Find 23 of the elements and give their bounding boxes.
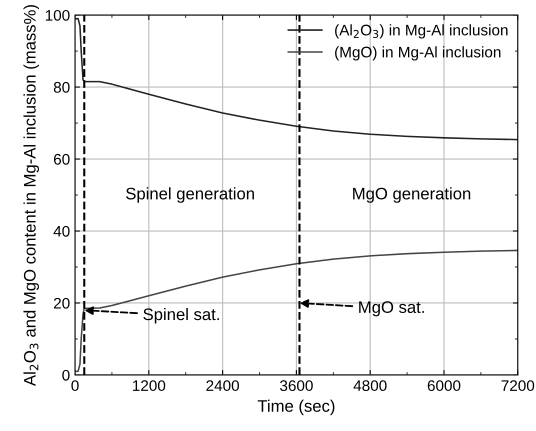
y-axis-title: Al$_{2}$O$_{3}$ and MgO content in Mg-Al inclusion (mass%) bbox=[23, 5, 40, 386]
x-tick-label: 3600 bbox=[280, 380, 313, 392]
y-tick-label: 20 bbox=[54, 298, 70, 309]
annotation: Spinel generation bbox=[126, 187, 254, 203]
x-tick-label: 4800 bbox=[354, 380, 387, 392]
annotation: MgO sat. bbox=[359, 301, 424, 316]
line-series bbox=[75, 18, 518, 140]
y-tick-label: 80 bbox=[54, 82, 70, 93]
annotation: MgO generation bbox=[353, 187, 470, 203]
line-series bbox=[75, 250, 518, 372]
x-tick-label: 0 bbox=[71, 380, 79, 392]
x-axis-title: Time (sec) bbox=[258, 400, 334, 416]
annotation: Spinel sat. bbox=[143, 308, 219, 324]
y-tick-label: 0 bbox=[62, 370, 70, 381]
y-tick-label: 40 bbox=[54, 226, 70, 237]
x-tick-label: 7200 bbox=[502, 380, 534, 392]
x-tick-label: 2400 bbox=[206, 380, 240, 392]
x-tick-label: 6000 bbox=[428, 380, 460, 392]
x-tick-label: 1200 bbox=[133, 380, 166, 392]
legend-label: (Al$_{2}$O$_{3}$) in Mg-Al inclusion bbox=[335, 24, 508, 38]
legend-label: (MgO) in Mg-Al inclusion bbox=[335, 46, 500, 60]
y-tick-label: 100 bbox=[46, 10, 70, 21]
y-tick-label: 60 bbox=[54, 154, 70, 165]
